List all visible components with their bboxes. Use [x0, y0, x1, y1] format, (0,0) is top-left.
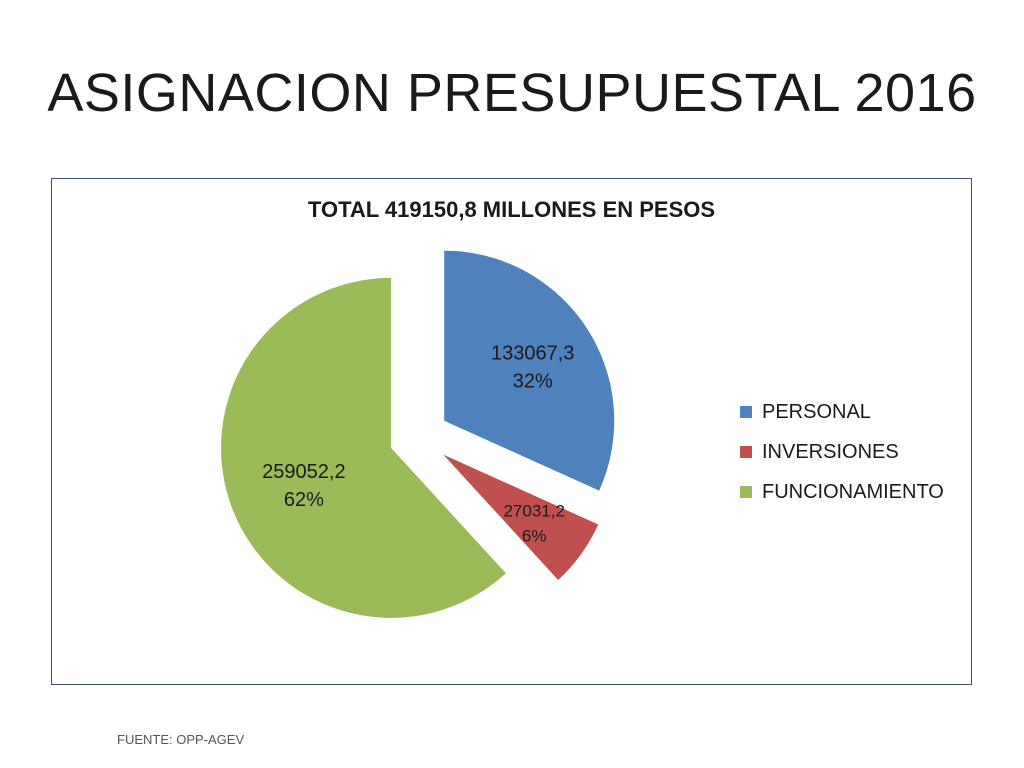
pie-chart: 133067,3 32% 27031,2 6% 259052,2 62% — [221, 250, 615, 618]
legend-label-inversiones: INVERSIONES — [762, 440, 899, 463]
chart-title: TOTAL 419150,8 MILLONES EN PESOS — [307, 197, 716, 222]
legend-item-funcionamiento: FUNCIONAMIENTO — [740, 479, 944, 505]
pie-slice-funcionamiento — [221, 277, 506, 618]
legend-swatch-personal — [740, 406, 752, 418]
pie-slice-personal — [444, 250, 615, 491]
source-note: FUENTE: OPP-AGEV — [117, 732, 245, 747]
data-label-value-inversiones: 27031,2 — [503, 501, 564, 520]
legend-label-personal: PERSONAL — [762, 400, 871, 423]
legend-item-personal: PERSONAL — [740, 399, 944, 425]
data-label-value-funcionamiento: 259052,2 — [262, 461, 345, 483]
pie-slice-inversiones — [443, 454, 599, 580]
data-label-percent-inversiones: 6% — [522, 526, 547, 545]
data-label-percent-personal: 32% — [513, 371, 553, 393]
legend-item-inversiones: INVERSIONES — [740, 439, 944, 465]
legend-label-funcionamiento: FUNCIONAMIENTO — [762, 480, 944, 503]
chart-area: TOTAL 419150,8 MILLONES EN PESOS 133067,… — [51, 178, 972, 685]
legend: PERSONAL INVERSIONES FUNCIONAMIENTO — [740, 399, 944, 519]
data-label-value-personal: 133067,3 — [491, 343, 574, 365]
legend-swatch-inversiones — [740, 446, 752, 458]
data-label-percent-funcionamiento: 62% — [284, 489, 324, 511]
slide-title: ASIGNACION PRESUPUESTAL 2016 — [47, 63, 977, 123]
legend-swatch-funcionamiento — [740, 486, 752, 498]
